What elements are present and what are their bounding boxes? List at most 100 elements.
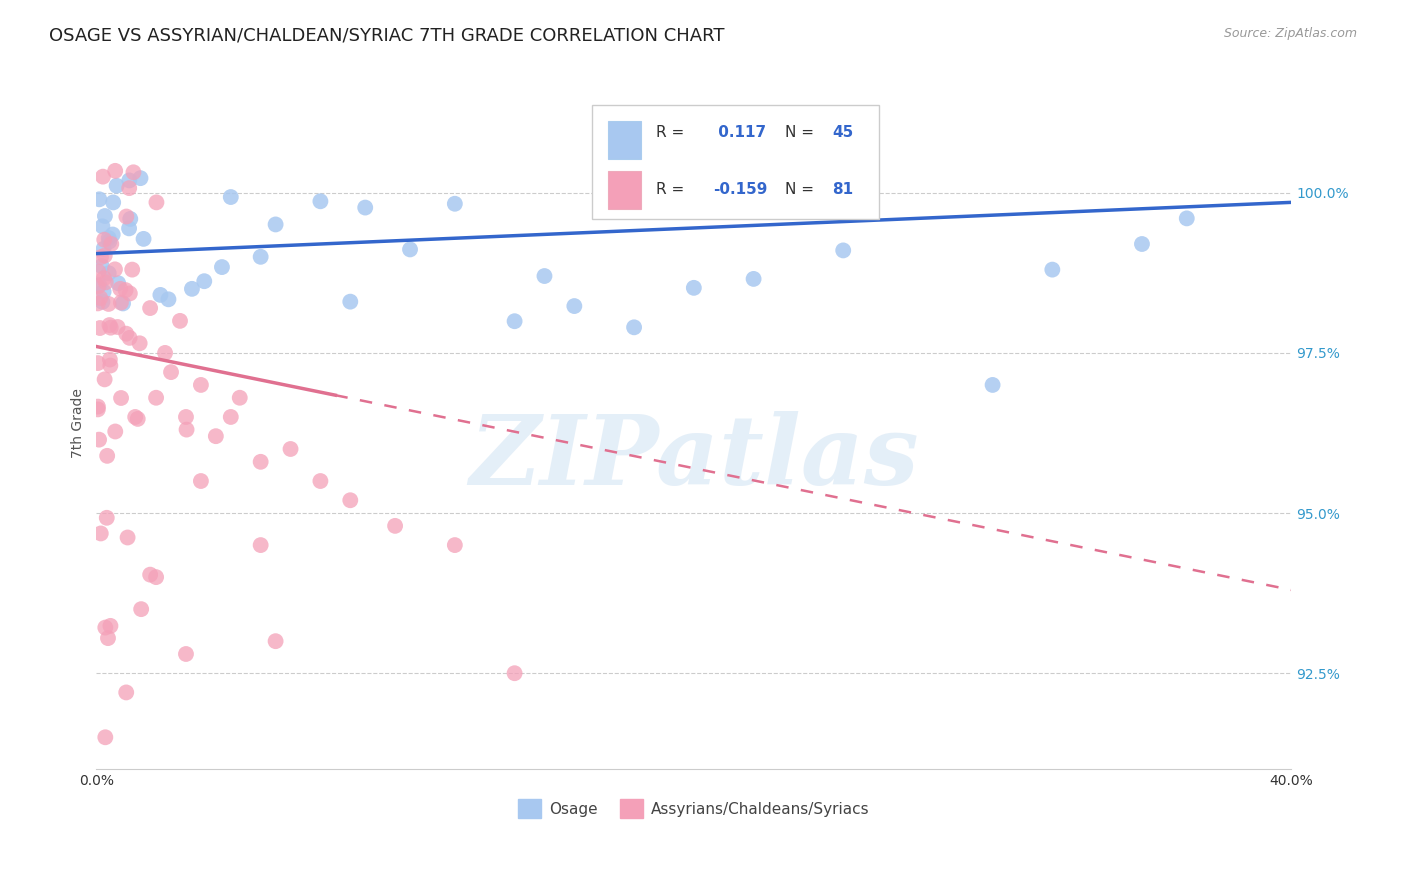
Point xyxy=(742,272,765,286)
Point xyxy=(145,195,167,210)
Point xyxy=(105,178,128,193)
Point xyxy=(309,474,332,488)
Point xyxy=(98,359,121,373)
Point xyxy=(264,218,287,232)
Point xyxy=(264,634,287,648)
Point xyxy=(832,244,855,258)
Text: ZIPatlas: ZIPatlas xyxy=(470,411,918,505)
Point xyxy=(157,293,180,307)
Point xyxy=(249,455,271,469)
Point xyxy=(87,279,110,293)
Point xyxy=(114,283,136,297)
Point xyxy=(118,331,141,345)
Point xyxy=(444,538,467,552)
Point xyxy=(104,164,127,178)
Point xyxy=(87,296,110,310)
Text: R =: R = xyxy=(655,125,683,140)
Point xyxy=(249,538,271,552)
Point xyxy=(87,402,110,417)
Text: 81: 81 xyxy=(832,181,853,196)
Point xyxy=(118,181,141,195)
Point xyxy=(93,242,115,256)
Point xyxy=(211,260,233,274)
Point xyxy=(100,320,122,334)
Point xyxy=(149,288,172,302)
Point xyxy=(160,365,183,379)
Text: N =: N = xyxy=(785,125,814,140)
Point xyxy=(91,294,114,309)
Point xyxy=(120,211,142,226)
Point xyxy=(354,201,377,215)
Bar xyxy=(607,121,641,159)
Point xyxy=(87,356,110,370)
Point xyxy=(145,570,167,584)
Point xyxy=(174,409,197,424)
Point xyxy=(981,378,1004,392)
Text: 0.117: 0.117 xyxy=(713,125,766,140)
Point xyxy=(127,412,149,426)
Point xyxy=(117,531,139,545)
Point xyxy=(190,378,212,392)
Point xyxy=(122,165,145,179)
Point xyxy=(115,326,138,341)
FancyBboxPatch shape xyxy=(592,105,879,219)
Point xyxy=(533,268,555,283)
Point xyxy=(94,276,117,290)
Point xyxy=(132,232,155,246)
Point xyxy=(97,297,120,311)
Point xyxy=(121,262,143,277)
Point xyxy=(190,474,212,488)
Y-axis label: 7th Grade: 7th Grade xyxy=(72,388,86,458)
Point xyxy=(280,442,302,456)
Text: Source: ZipAtlas.com: Source: ZipAtlas.com xyxy=(1223,27,1357,40)
Point xyxy=(309,194,332,209)
Point xyxy=(503,666,526,681)
Point xyxy=(87,433,110,447)
Point xyxy=(110,391,132,405)
Point xyxy=(111,296,134,310)
Point xyxy=(339,294,361,309)
Point xyxy=(93,372,115,386)
Point xyxy=(229,391,252,405)
Point xyxy=(145,391,167,405)
Point xyxy=(219,409,242,424)
Point xyxy=(91,169,114,184)
Point xyxy=(110,282,132,296)
Text: -0.159: -0.159 xyxy=(713,181,768,196)
Point xyxy=(89,321,111,335)
Point xyxy=(97,631,120,645)
Point xyxy=(129,602,152,616)
Point xyxy=(93,271,115,285)
Point xyxy=(139,301,162,315)
Point xyxy=(89,278,111,293)
Point xyxy=(118,286,141,301)
Point xyxy=(682,281,704,295)
Point xyxy=(128,336,150,351)
Text: R =: R = xyxy=(655,181,683,196)
Point xyxy=(118,173,141,187)
Point xyxy=(139,567,162,582)
Point xyxy=(205,429,228,443)
Point xyxy=(399,243,422,257)
Point xyxy=(93,285,115,299)
Point xyxy=(100,619,122,633)
Point xyxy=(1040,262,1063,277)
Point xyxy=(107,276,129,290)
Point xyxy=(90,526,112,541)
Point xyxy=(124,409,146,424)
Point xyxy=(129,171,152,186)
Point xyxy=(98,235,121,249)
Point xyxy=(90,250,112,264)
Point xyxy=(89,291,111,305)
Point xyxy=(174,647,197,661)
Text: OSAGE VS ASSYRIAN/CHALDEAN/SYRIAC 7TH GRADE CORRELATION CHART: OSAGE VS ASSYRIAN/CHALDEAN/SYRIAC 7TH GR… xyxy=(49,27,724,45)
Point xyxy=(98,318,121,332)
Point xyxy=(176,423,198,437)
Point xyxy=(562,299,585,313)
Point xyxy=(104,262,127,277)
Point xyxy=(94,621,117,635)
Point xyxy=(101,227,124,242)
Point xyxy=(115,210,138,224)
Point xyxy=(87,265,110,279)
Point xyxy=(97,231,120,245)
